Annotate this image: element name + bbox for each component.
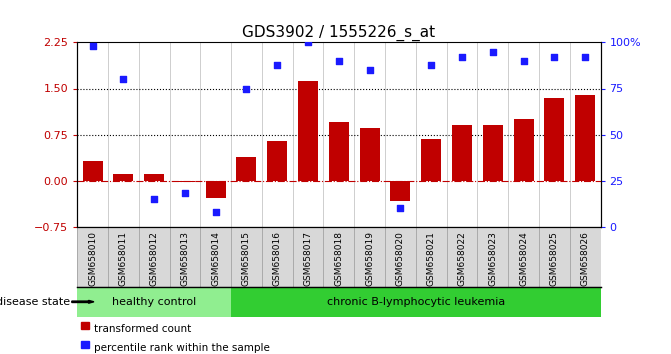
Point bbox=[333, 58, 344, 64]
Point bbox=[180, 190, 191, 196]
Text: healthy control: healthy control bbox=[112, 297, 196, 307]
Point bbox=[426, 62, 437, 67]
Text: chronic B-lymphocytic leukemia: chronic B-lymphocytic leukemia bbox=[327, 297, 505, 307]
Bar bbox=[175, 181, 195, 182]
Text: GSM658012: GSM658012 bbox=[150, 232, 158, 286]
Bar bbox=[206, 181, 225, 198]
Bar bbox=[513, 119, 533, 181]
Text: disease state: disease state bbox=[0, 297, 70, 307]
Bar bbox=[231, 287, 601, 317]
Bar bbox=[144, 174, 164, 181]
Point bbox=[272, 62, 282, 67]
Text: percentile rank within the sample: percentile rank within the sample bbox=[94, 343, 270, 353]
Point bbox=[487, 49, 498, 55]
Point bbox=[303, 40, 313, 45]
Point bbox=[549, 55, 560, 60]
Bar bbox=[544, 98, 564, 181]
Point bbox=[518, 58, 529, 64]
Text: transformed count: transformed count bbox=[94, 324, 191, 334]
Text: GSM658025: GSM658025 bbox=[550, 232, 559, 286]
Point bbox=[210, 209, 221, 215]
Bar bbox=[77, 287, 231, 317]
Text: GSM658018: GSM658018 bbox=[334, 232, 344, 286]
Text: GSM658017: GSM658017 bbox=[303, 232, 313, 286]
Bar bbox=[452, 125, 472, 181]
Bar bbox=[360, 129, 380, 181]
Text: GSM658022: GSM658022 bbox=[458, 232, 466, 286]
Bar bbox=[329, 122, 349, 181]
Bar bbox=[421, 139, 442, 181]
Point bbox=[457, 55, 468, 60]
Point bbox=[149, 196, 160, 202]
Text: GSM658019: GSM658019 bbox=[365, 232, 374, 286]
Bar bbox=[575, 95, 595, 181]
Text: GSM658013: GSM658013 bbox=[180, 232, 189, 286]
Text: GSM658014: GSM658014 bbox=[211, 232, 220, 286]
Title: GDS3902 / 1555226_s_at: GDS3902 / 1555226_s_at bbox=[242, 25, 435, 41]
Point bbox=[118, 76, 129, 82]
Bar bbox=[391, 181, 411, 201]
Text: GSM658011: GSM658011 bbox=[119, 232, 128, 286]
Text: GSM658015: GSM658015 bbox=[242, 232, 251, 286]
Bar bbox=[113, 175, 134, 181]
Text: GSM658024: GSM658024 bbox=[519, 232, 528, 286]
Text: GSM658023: GSM658023 bbox=[488, 232, 497, 286]
Point bbox=[364, 67, 375, 73]
Point bbox=[580, 55, 590, 60]
Bar bbox=[83, 161, 103, 181]
Point bbox=[87, 43, 98, 49]
Text: GSM658021: GSM658021 bbox=[427, 232, 435, 286]
Bar bbox=[267, 141, 287, 181]
Text: GSM658010: GSM658010 bbox=[88, 232, 97, 286]
Bar bbox=[298, 81, 318, 181]
Bar bbox=[482, 125, 503, 181]
Text: GSM658016: GSM658016 bbox=[273, 232, 282, 286]
Bar bbox=[236, 157, 256, 181]
Text: GSM658020: GSM658020 bbox=[396, 232, 405, 286]
Point bbox=[395, 205, 406, 211]
Point bbox=[241, 86, 252, 91]
Text: GSM658026: GSM658026 bbox=[580, 232, 590, 286]
